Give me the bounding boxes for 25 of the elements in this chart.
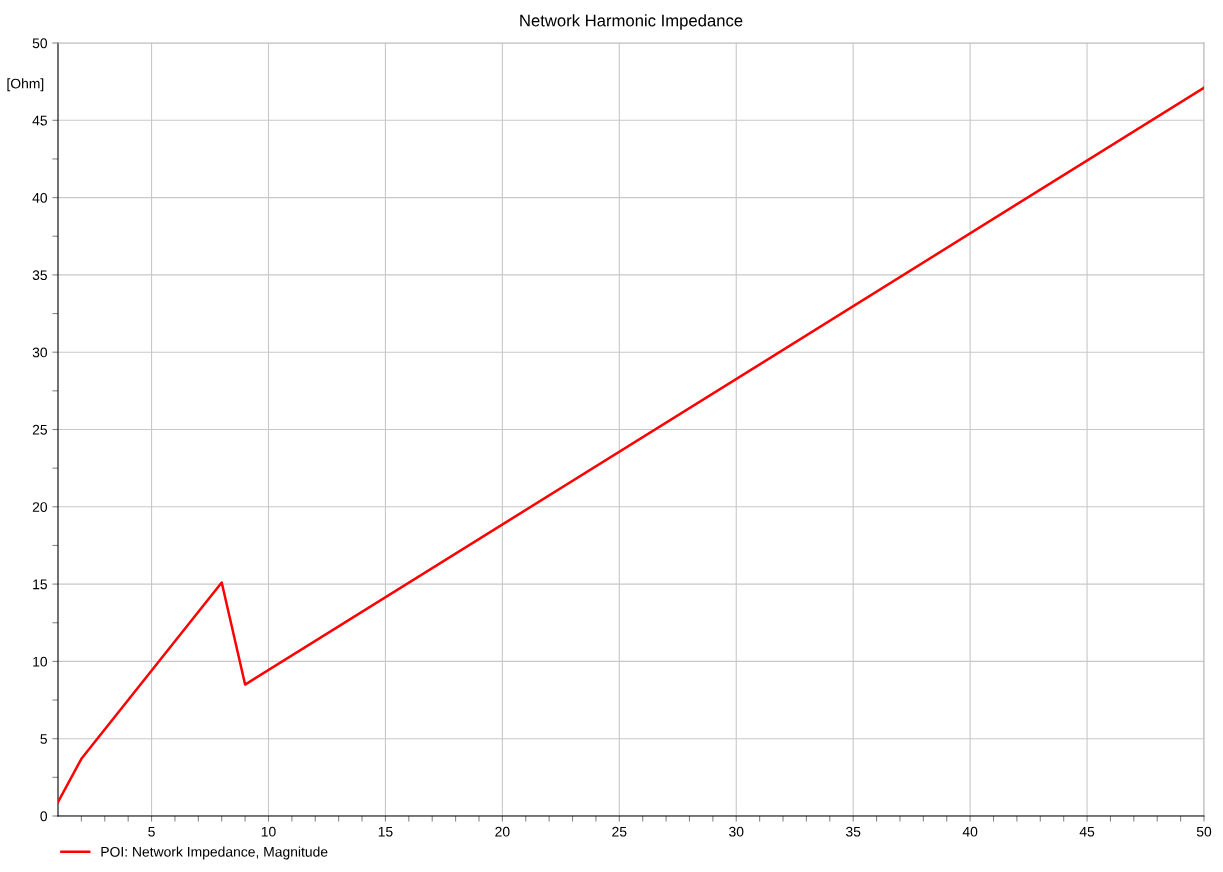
y-tick-label: 25 [32, 424, 47, 435]
legend-label: POI: Network Impedance, Magnitude [101, 846, 328, 860]
x-tick-label: 45 [1079, 826, 1095, 837]
y-tick-label: 40 [32, 192, 48, 203]
y-tick-label: 15 [33, 579, 47, 590]
line-series [58, 86, 1204, 804]
y-tick-label: 30 [32, 347, 48, 358]
y-tick-label: 35 [32, 270, 47, 281]
x-tick-label: 30 [729, 826, 744, 837]
x-tick-label: 15 [378, 826, 393, 837]
chart-title: Network Harmonic Impedance [520, 14, 743, 30]
y-tick-label: 5 [40, 734, 47, 744]
y-axis-title: [Ohm] [7, 78, 44, 92]
y-tick-label: 20 [32, 502, 48, 512]
y-tick-label: 45 [32, 115, 47, 126]
x-tick-label: 35 [845, 826, 861, 837]
x-tick-label: 40 [962, 826, 978, 837]
x-tick-label: 25 [612, 826, 627, 837]
x-tick-label: 50 [1196, 826, 1212, 837]
y-tick-label: 50 [32, 38, 48, 49]
x-tick-label: 20 [495, 826, 510, 837]
x-tick-label: 5 [148, 826, 155, 837]
x-tick-label: 10 [261, 826, 276, 837]
y-tick-label: 10 [33, 656, 48, 667]
y-tick-label: 0 [40, 811, 48, 822]
